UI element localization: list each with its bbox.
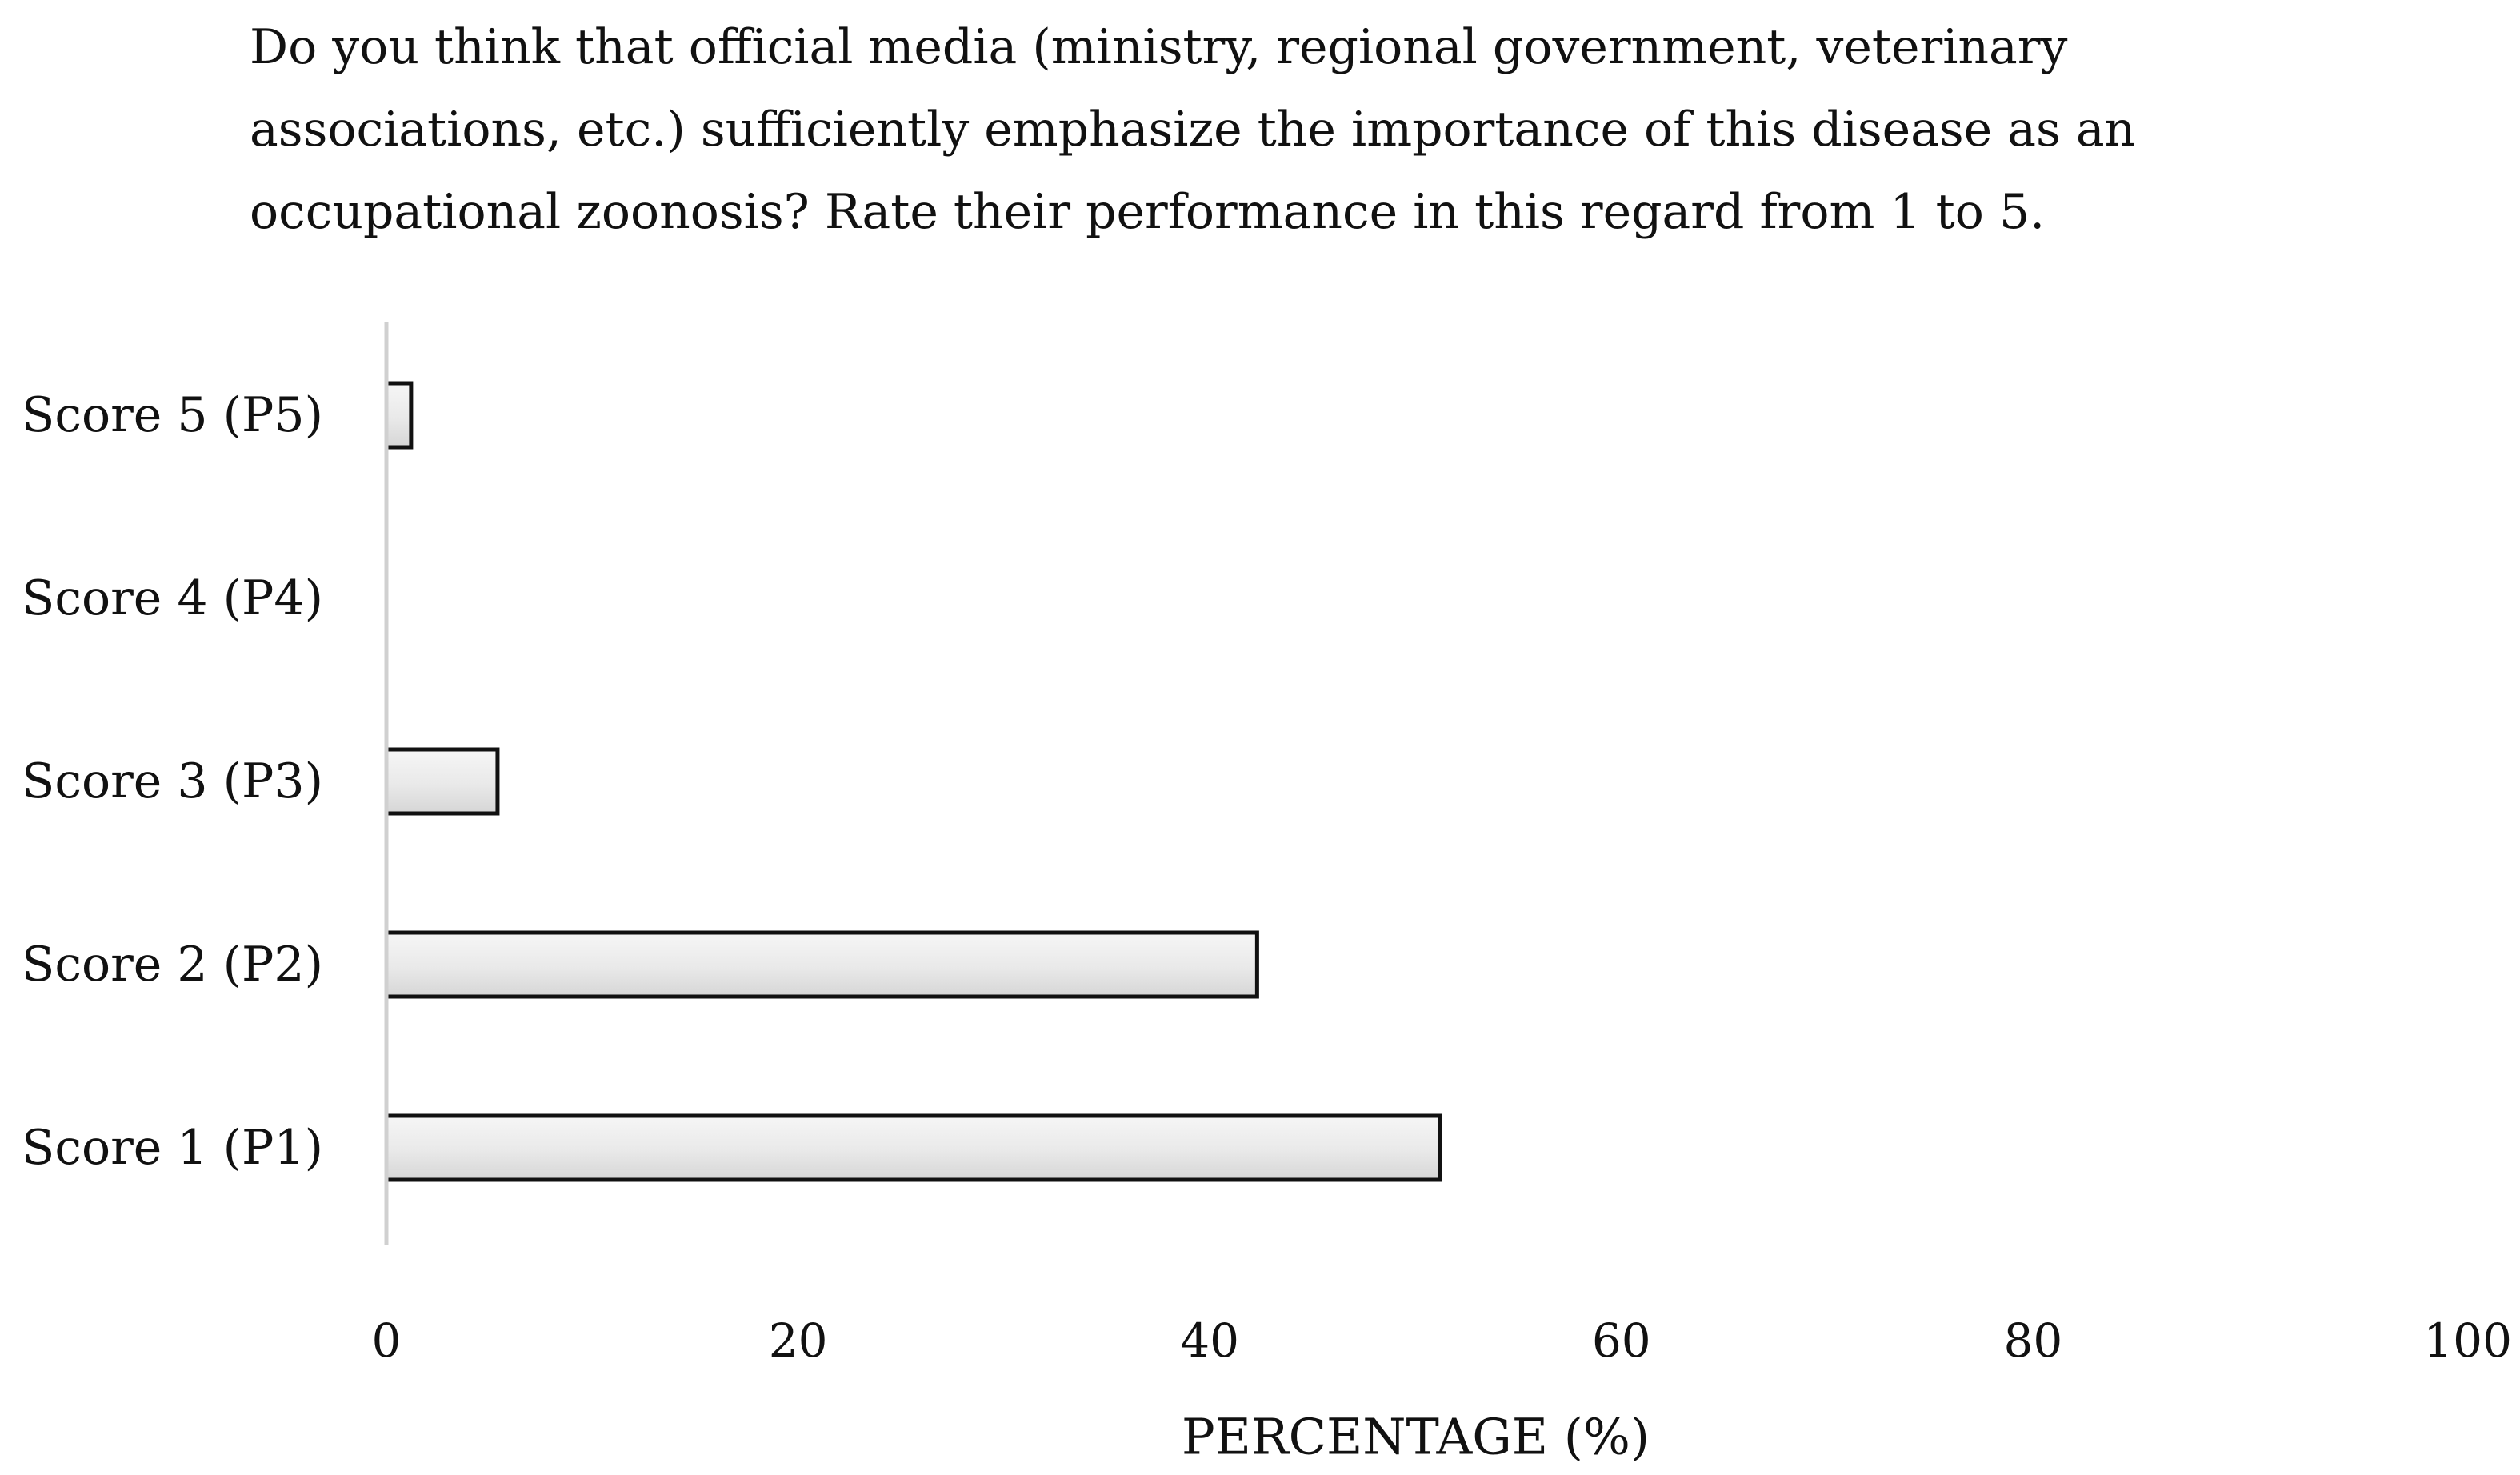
x-tick-label: 100: [2423, 1313, 2512, 1368]
category-label: Score 4 (P4): [22, 570, 323, 626]
x-tick-label: 80: [2003, 1313, 2062, 1368]
bar-p2: [384, 930, 1259, 999]
category-label: Score 1 (P1): [22, 1120, 323, 1176]
bar-p1: [384, 1113, 1442, 1182]
x-tick-label: 40: [1180, 1313, 1239, 1368]
x-tick-label: 20: [769, 1313, 828, 1368]
x-axis-title: PERCENTAGE (%): [1182, 1408, 1650, 1466]
x-tick-label: 0: [372, 1313, 402, 1368]
chart-title-line-1: Do you think that official media (minist…: [250, 19, 2068, 75]
category-label: Score 2 (P2): [22, 937, 323, 993]
chart-title: Do you think that official media (minist…: [250, 6, 2346, 254]
category-label: Score 5 (P5): [22, 387, 323, 443]
bar-p3: [384, 747, 500, 816]
chart-title-line-3: occupational zoonosis? Rate their perfor…: [250, 184, 2046, 240]
chart-title-line-2: associations, etc.) sufficiently emphasi…: [250, 102, 2136, 158]
x-tick-label: 60: [1592, 1313, 1651, 1368]
category-label: Score 3 (P3): [22, 753, 323, 809]
bar-p5: [384, 381, 414, 450]
